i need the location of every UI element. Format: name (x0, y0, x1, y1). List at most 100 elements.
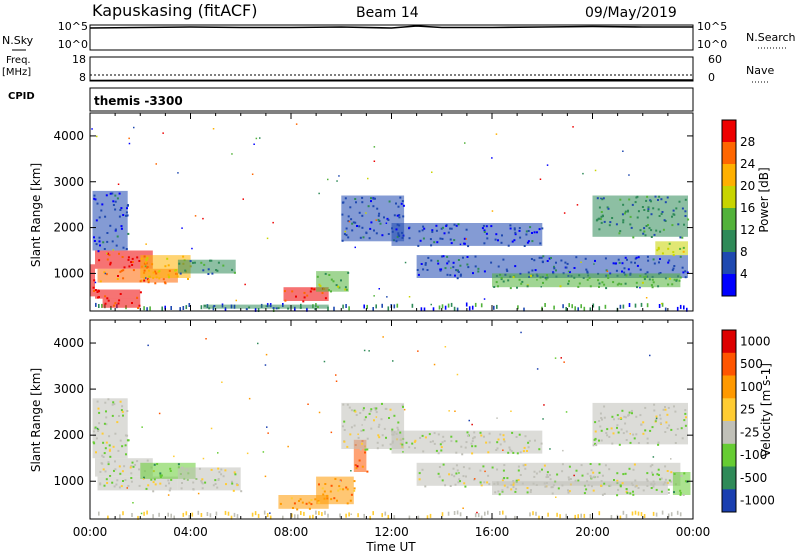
power-echo-pixel (643, 209, 646, 211)
power-echo-pixel (370, 197, 372, 200)
power-echo-pixel (352, 221, 355, 224)
velocity-speckle (345, 513, 347, 518)
power-echo-pixel (144, 261, 147, 264)
power-echo-pixel (103, 248, 106, 250)
power-echo-pixel (427, 256, 430, 259)
power-ytick-label: 1000 (53, 266, 84, 280)
power-echo-pixel (440, 268, 443, 271)
power-echo-fill (95, 289, 141, 299)
velocity-isolated-point (454, 410, 456, 412)
power-echo-pixel (684, 270, 687, 273)
velocity-echo-pixel (660, 490, 663, 493)
power-echo-pixel (452, 266, 455, 269)
velocity-echo-pixel (544, 485, 547, 488)
power-echo-pixel (646, 195, 649, 198)
power-isolated-point (594, 169, 597, 172)
velocity-echo-pixel (122, 414, 124, 417)
velocity-echo-pixel (143, 476, 145, 479)
velocity-echo-pixel (657, 441, 660, 444)
velocity-isolated-point (562, 449, 564, 452)
power-isolated-point (580, 261, 582, 263)
velocity-echo-pixel (105, 478, 108, 481)
power-speckle (679, 304, 682, 309)
velocity-echo-pixel (464, 446, 467, 449)
velocity-echo-pixel (381, 444, 384, 447)
power-echo-pixel (645, 199, 648, 202)
power-speckle (294, 306, 296, 311)
velocity-isolated-point (265, 353, 268, 356)
velocity-isolated-point (649, 354, 651, 357)
velocity-echo-pixel (569, 478, 572, 480)
power-speckle (447, 303, 450, 308)
power-echo-pixel (361, 201, 364, 204)
power-echo-pixel (299, 306, 302, 309)
velocity-echo-pixel (112, 445, 115, 448)
power-echo-pixel (361, 196, 364, 199)
velocity-echo-pixel (666, 427, 669, 429)
noise-series-line (89, 25, 693, 29)
time-tick-label: 12:00 (374, 525, 409, 539)
velocity-echo-pixel (439, 443, 442, 446)
velocity-ytick-label: 2000 (53, 428, 84, 442)
velocity-echo-pixel (101, 432, 104, 435)
velocity-echo-pixel (109, 455, 112, 458)
velocity-echo-pixel (210, 468, 213, 471)
power-echo-pixel (467, 245, 470, 248)
power-echo-pixel (203, 263, 206, 266)
power-echo-pixel (275, 307, 278, 310)
power-echo-pixel (379, 222, 382, 225)
velocity-echo-pixel (318, 483, 320, 486)
velocity-echo-pixel (502, 438, 505, 441)
velocity-echo-pixel (526, 450, 528, 452)
velocity-echo-pixel (567, 491, 570, 494)
velocity-echo-pixel (581, 474, 584, 477)
velocity-echo-pixel (684, 412, 687, 415)
power-echo-pixel (545, 278, 548, 281)
power-isolated-point (145, 277, 147, 279)
power-speckle (393, 304, 396, 309)
power-echo-pixel (119, 209, 122, 211)
power-echo-pixel (146, 257, 149, 260)
velocity-speckle (393, 515, 396, 520)
velocity-echo-pixel (107, 461, 110, 464)
power-speckle (496, 304, 498, 309)
power-speckle (658, 304, 661, 308)
power-echo-pixel (393, 214, 396, 217)
velocity-isolated-point (448, 410, 450, 412)
power-isolated-point (593, 263, 595, 265)
power-echo-pixel (507, 244, 510, 247)
velocity-echo-pixel (121, 410, 124, 413)
power-isolated-point (94, 281, 97, 284)
velocity-colorbar-segment (722, 466, 736, 490)
velocity-echo-pixel (169, 487, 172, 490)
power-echo-pixel (546, 260, 549, 262)
velocity-echo-pixel (616, 494, 619, 497)
velocity-echo-pixel (684, 480, 687, 483)
power-echo-pixel (533, 231, 536, 234)
velocity-echo-pixel (435, 449, 438, 452)
power-echo-pixel (650, 213, 653, 216)
power-echo-pixel (152, 271, 155, 274)
velocity-echo-pixel (684, 424, 687, 427)
power-isolated-point (404, 261, 407, 264)
velocity-echo-pixel (214, 483, 217, 485)
power-echo-pixel (661, 252, 664, 255)
power-echo-pixel (429, 238, 432, 241)
velocity-echo-pixel (359, 412, 362, 414)
velocity-echo-pixel (399, 431, 402, 434)
velocity-echo-pixel (119, 400, 122, 403)
power-echo-pixel (361, 226, 364, 229)
power-echo-pixel (450, 227, 453, 230)
velocity-echo-pixel (200, 481, 203, 484)
power-isolated-point (96, 135, 98, 138)
velocity-echo-pixel (324, 483, 327, 485)
power-echo-pixel (439, 237, 442, 240)
power-echo-pixel (377, 214, 380, 217)
power-zlabel: Power [dB] (757, 167, 771, 232)
velocity-echo-pixel (97, 428, 100, 431)
velocity-echo-pixel (551, 486, 554, 489)
power-echo-pixel (482, 224, 485, 227)
power-echo-pixel (672, 251, 675, 254)
power-echo-pixel (621, 262, 624, 265)
